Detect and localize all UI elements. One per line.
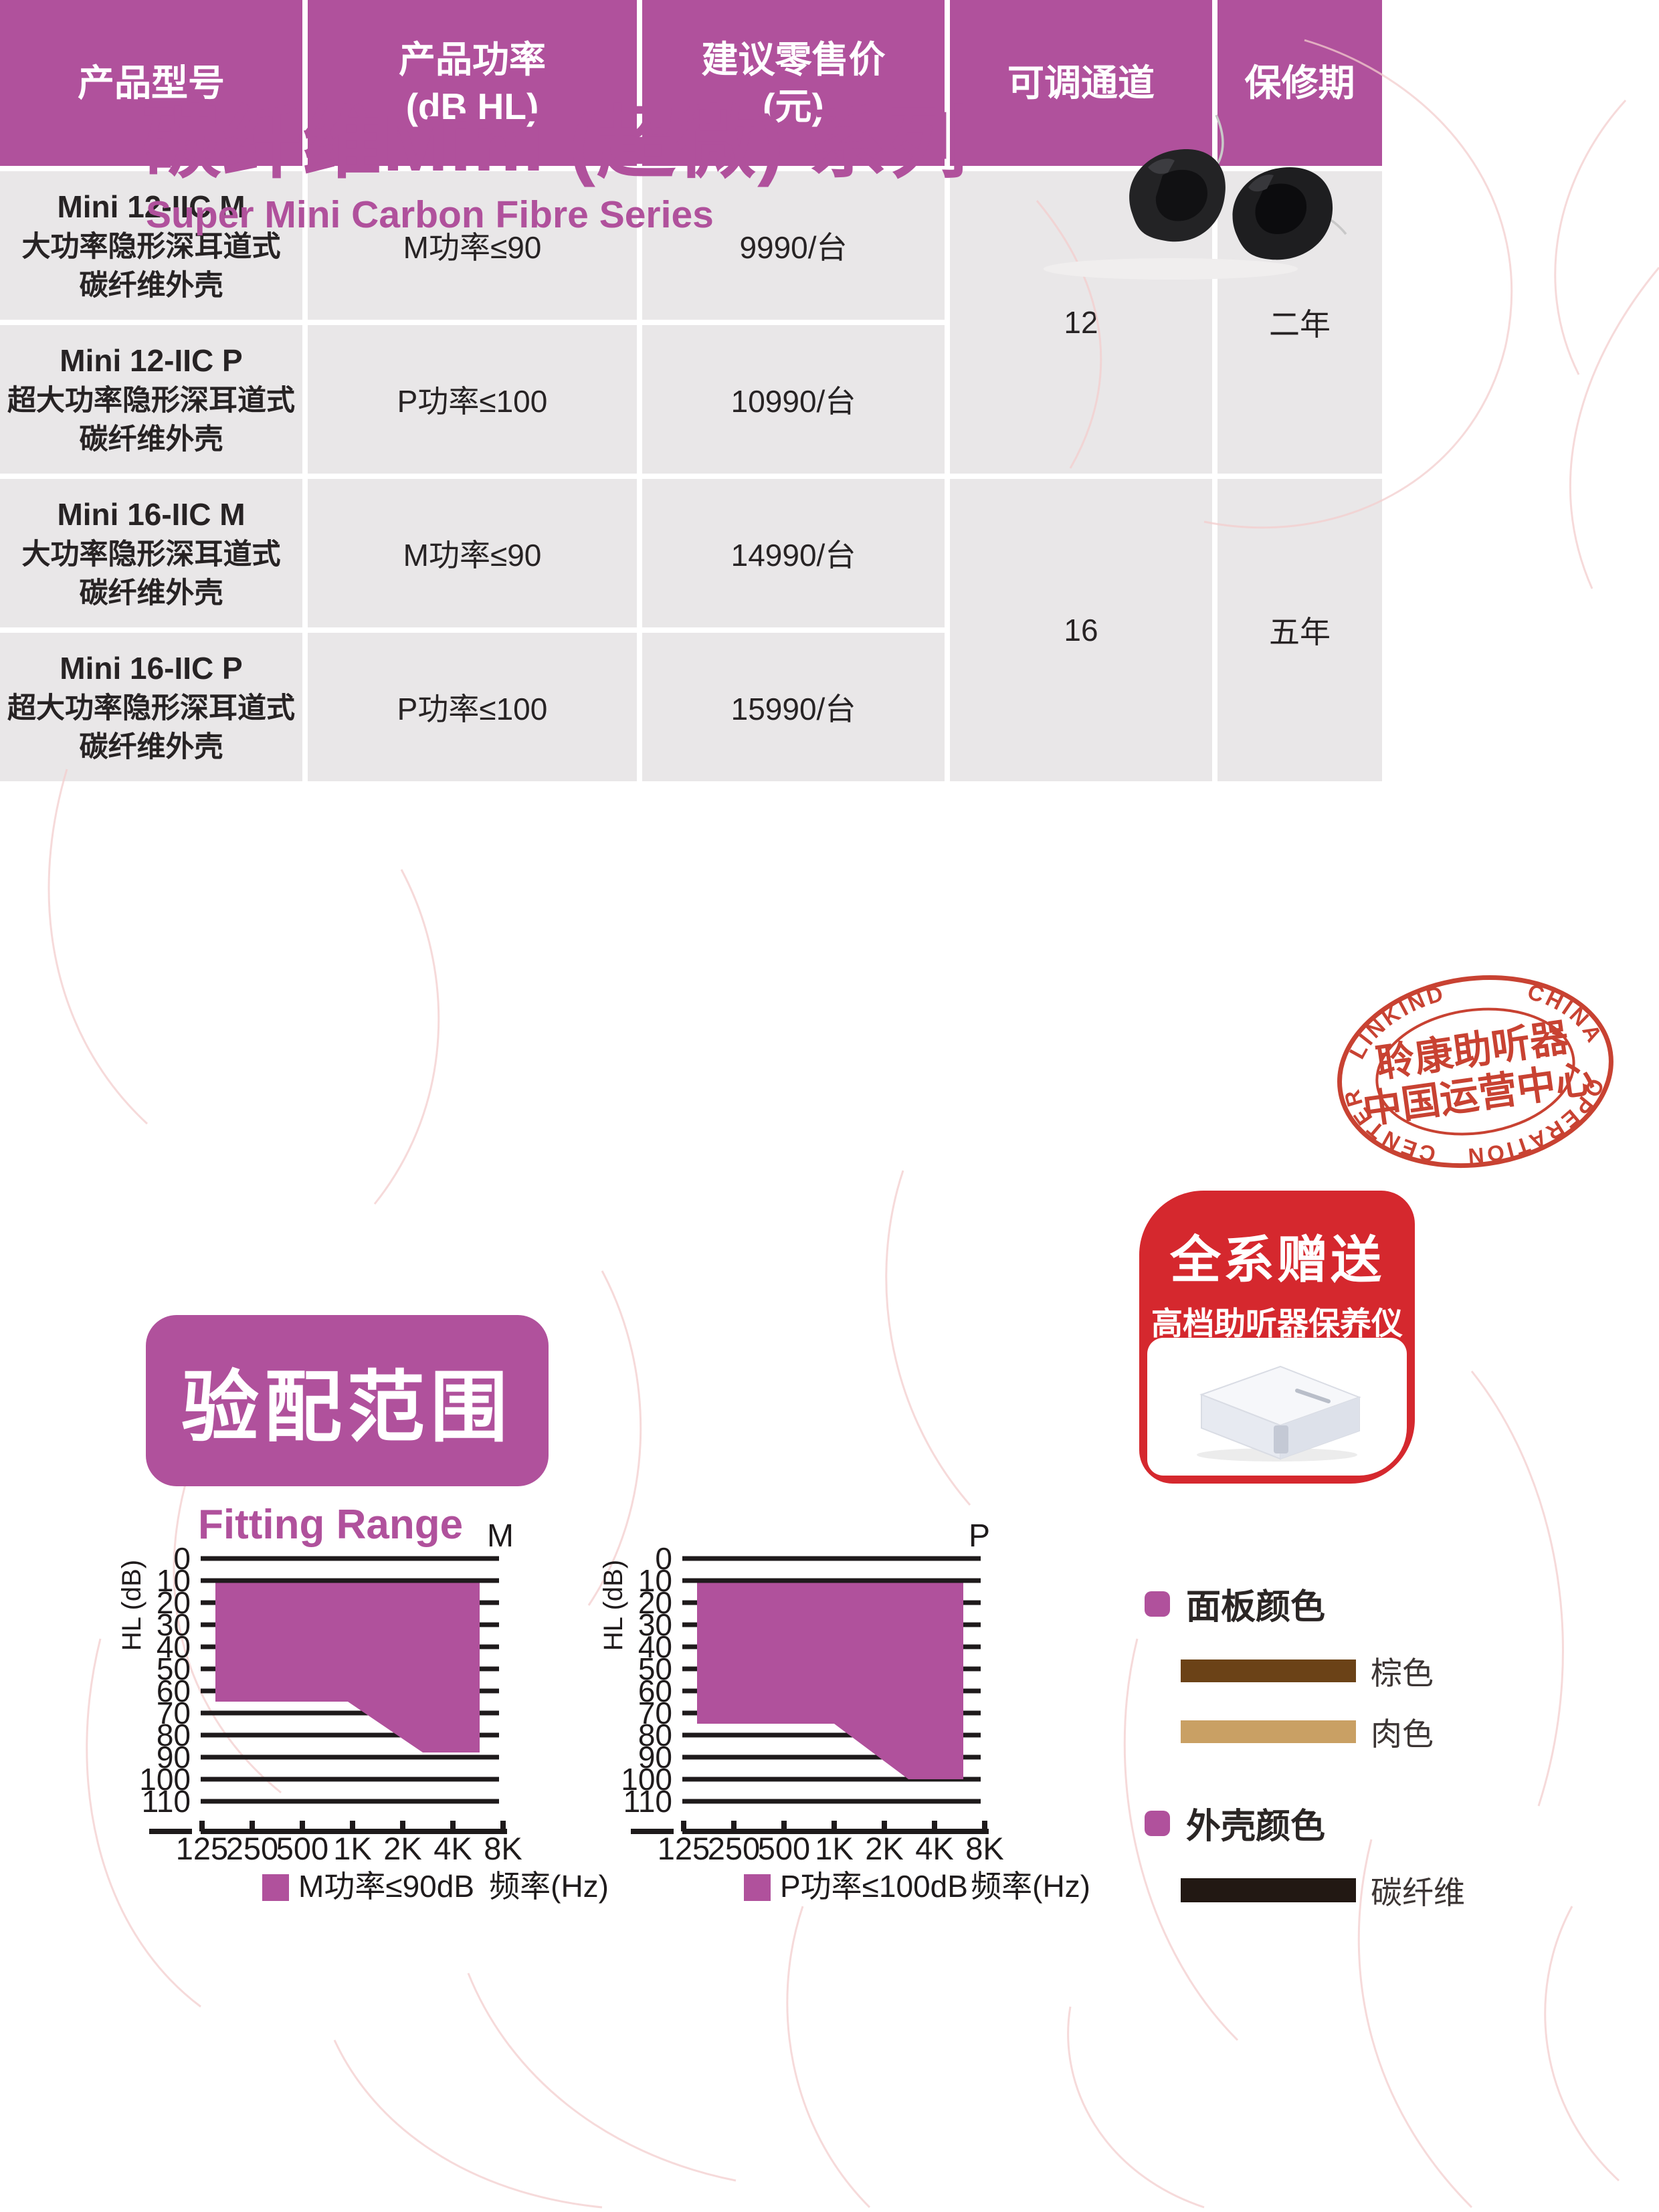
bullet-icon [1145,1591,1170,1617]
swatch-name: 碳纤维 [1371,1875,1465,1910]
svg-text:125: 125 [176,1831,228,1866]
svg-text:50: 50 [638,1651,672,1686]
svg-text:1K: 1K [815,1831,854,1866]
table-row-power: P功率≤100 [308,633,637,781]
y-axis-label: HL (dB) [120,1560,147,1651]
swatch-name: 棕色 [1371,1655,1434,1691]
svg-text:20: 20 [638,1585,672,1620]
svg-text:30: 30 [638,1607,672,1642]
swatch-name: 肉色 [1371,1716,1434,1752]
svg-text:90: 90 [638,1740,672,1775]
company-stamp: LINKIND CHINA OPERATION CENTER 聆康助听器 中国运… [1337,969,1618,1179]
svg-text:1K: 1K [333,1831,372,1866]
svg-text:30: 30 [157,1607,191,1642]
shell-color-label: 外壳颜色 [1186,1807,1326,1846]
svg-text:8K: 8K [965,1831,1004,1866]
svg-text:80: 80 [157,1718,191,1752]
fitting-region [697,1581,963,1779]
table-row-model: Mini 12-IIC P 超大功率隐形深耳道式 碳纤维外壳 [0,325,302,474]
svg-text:60: 60 [157,1674,191,1708]
table-row-model: Mini 16-IIC P 超大功率隐形深耳道式 碳纤维外壳 [0,633,302,781]
panel-color-label: 面板颜色 [1186,1588,1326,1627]
legend-swatch [744,1874,771,1901]
panel-color-options: 面板颜色 棕色 肉色 [1145,1579,1434,1754]
col-header-warranty: 保修期 [1217,0,1382,166]
y-axis-label: HL (dB) [602,1560,628,1651]
svg-text:70: 70 [157,1696,191,1730]
table-row-price: 9990/台 [642,171,945,320]
legend-swatch [262,1874,289,1901]
svg-text:90: 90 [157,1740,191,1775]
table-row-price: 10990/台 [642,325,945,474]
svg-text:500: 500 [276,1831,328,1866]
svg-text:20: 20 [157,1585,191,1620]
gift-badge: 全系赠送 高档助听器保养仪 [1139,1191,1415,1484]
fitting-range-subtitle: Fitting Range [198,1502,464,1548]
color-swatch-flesh [1181,1720,1356,1743]
chart-title: P [969,1518,990,1554]
svg-text:250: 250 [226,1831,278,1866]
maintenance-device-photo [1197,1365,1361,1462]
svg-text:80: 80 [638,1718,672,1752]
svg-text:50: 50 [157,1651,191,1686]
svg-text:250: 250 [708,1831,760,1866]
svg-text:40: 40 [638,1629,672,1664]
legend-label: M功率≤90dB [298,1869,474,1904]
product-table: 产品型号 产品功率 (dB HL) 建议零售价 (元) 可调通道 保修期 Min… [0,0,1382,781]
svg-text:110: 110 [142,1784,191,1819]
svg-text:70: 70 [638,1696,672,1730]
svg-text:40: 40 [157,1629,191,1664]
color-swatch-carbon [1181,1878,1356,1902]
bullet-icon [1145,1810,1170,1836]
gift-badge-subtitle: 高档助听器保养仪 [1151,1306,1403,1341]
warranty-5yr-cell: 五年 [1217,479,1382,781]
channels-16-cell: 16 [950,479,1212,781]
col-header-model: 产品型号 [0,0,302,166]
svg-text:0: 0 [655,1541,672,1576]
table-row-power: M功率≤90 [308,479,637,627]
svg-text:8K: 8K [484,1831,522,1866]
shell-color-options: 外壳颜色 碳纤维 [1145,1798,1465,1913]
table-row-price: 15990/台 [642,633,945,781]
legend-label: P功率≤100dB [780,1869,968,1904]
svg-text:0: 0 [173,1541,191,1576]
svg-text:60: 60 [638,1674,672,1708]
svg-text:100: 100 [621,1762,672,1797]
col-header-channels: 可调通道 [950,0,1212,166]
svg-text:2K: 2K [383,1831,422,1866]
page-subtitle: Super Mini Carbon Fibre Series [146,193,714,236]
table-row-power: P功率≤100 [308,325,637,474]
fitting-range-chart-m: M HL (dB) 0 10 20 30 40 50 60 70 80 90 1… [120,1518,609,1904]
svg-text:100: 100 [139,1762,191,1797]
col-header-price: 建议零售价 (元) [642,0,945,166]
color-swatch-brown [1181,1659,1356,1682]
table-row-price: 14990/台 [642,479,945,627]
col-header-power: 产品功率 (dB HL) [308,0,637,166]
page-title: 碳纤维Mini (超微) 系列 [142,100,969,188]
hearing-aids-photo [1044,114,1347,280]
svg-text:4K: 4K [915,1831,954,1866]
gift-badge-title: 全系赠送 [1170,1232,1384,1289]
svg-text:500: 500 [758,1831,810,1866]
svg-text:10: 10 [157,1563,191,1598]
x-axis-label: 频率(Hz) [971,1869,1090,1904]
svg-text:125: 125 [658,1831,710,1866]
svg-text:4K: 4K [433,1831,472,1866]
svg-text:10: 10 [638,1563,672,1598]
x-axis-label: 频率(Hz) [489,1869,609,1904]
fitting-region [215,1581,480,1752]
gift-device-panel [1147,1338,1407,1476]
fitting-range-chart-p: P HL (dB) 0 10 20 30 40 50 60 70 80 90 1… [602,1518,1090,1904]
table-row-power: M功率≤90 [308,171,637,320]
table-row-model: Mini 16-IIC M 大功率隐形深耳道式 碳纤维外壳 [0,479,302,627]
chart-title: M [487,1518,514,1554]
svg-text:110: 110 [623,1784,672,1819]
table-row-model: Mini 12-IIC M 大功率隐形深耳道式 碳纤维外壳 [0,171,302,320]
svg-text:2K: 2K [865,1831,904,1866]
fitting-range-heading: 验配范围 [146,1315,549,1486]
